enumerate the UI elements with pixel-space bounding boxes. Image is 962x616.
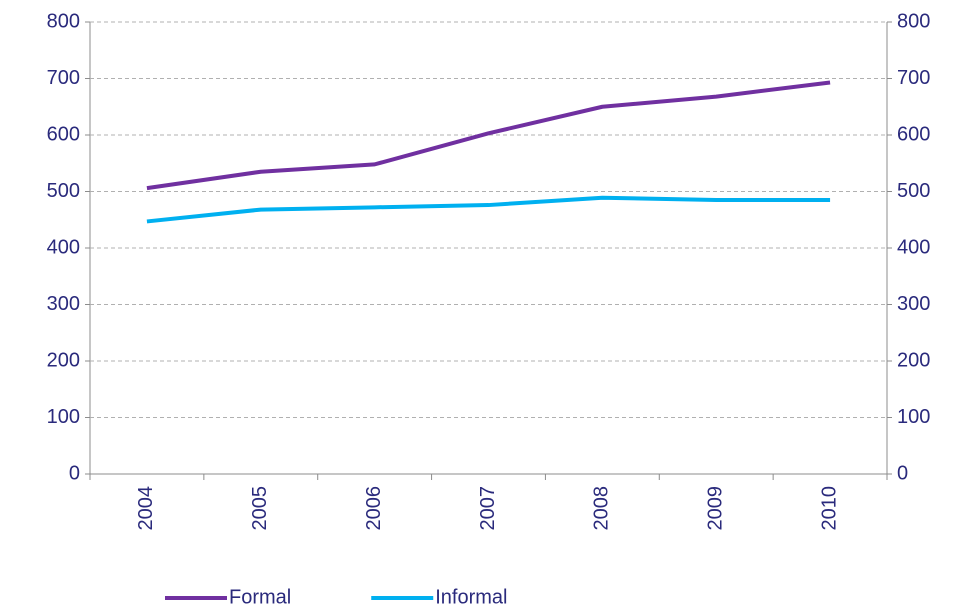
y2-tick-label: 300 [897, 293, 930, 315]
x-tick-label: 2007 [477, 486, 499, 531]
y-tick-label: 800 [47, 10, 80, 32]
y-tick-label: 700 [47, 67, 80, 89]
y-tick-label: 600 [47, 123, 80, 145]
y-tick-label: 200 [47, 349, 80, 371]
x-tick-label: 2004 [135, 486, 157, 531]
series-line [146, 195, 831, 224]
y2-tick-label: 700 [897, 67, 930, 89]
y2-tick-label: 500 [897, 180, 930, 202]
y2-tick-label: 100 [897, 406, 930, 428]
y-tick-label: 100 [47, 406, 80, 428]
x-tick-label: 2006 [363, 486, 385, 531]
x-tick-label: 2009 [704, 486, 726, 531]
y-tick-label: 500 [47, 180, 80, 202]
y-tick-label: 400 [47, 236, 80, 258]
series-line [146, 80, 831, 191]
legend-label: Formal [229, 586, 291, 608]
legend-label: Informal [435, 586, 507, 608]
x-tick-label: 2010 [818, 486, 840, 531]
x-tick-label: 2005 [249, 486, 271, 531]
y2-tick-label: 0 [897, 462, 908, 484]
y2-tick-label: 800 [897, 10, 930, 32]
y2-tick-label: 600 [897, 123, 930, 145]
y2-tick-label: 400 [897, 236, 930, 258]
y2-tick-label: 200 [897, 349, 930, 371]
y-tick-label: 0 [69, 462, 80, 484]
x-tick-label: 2008 [591, 486, 613, 531]
y-tick-label: 300 [47, 293, 80, 315]
